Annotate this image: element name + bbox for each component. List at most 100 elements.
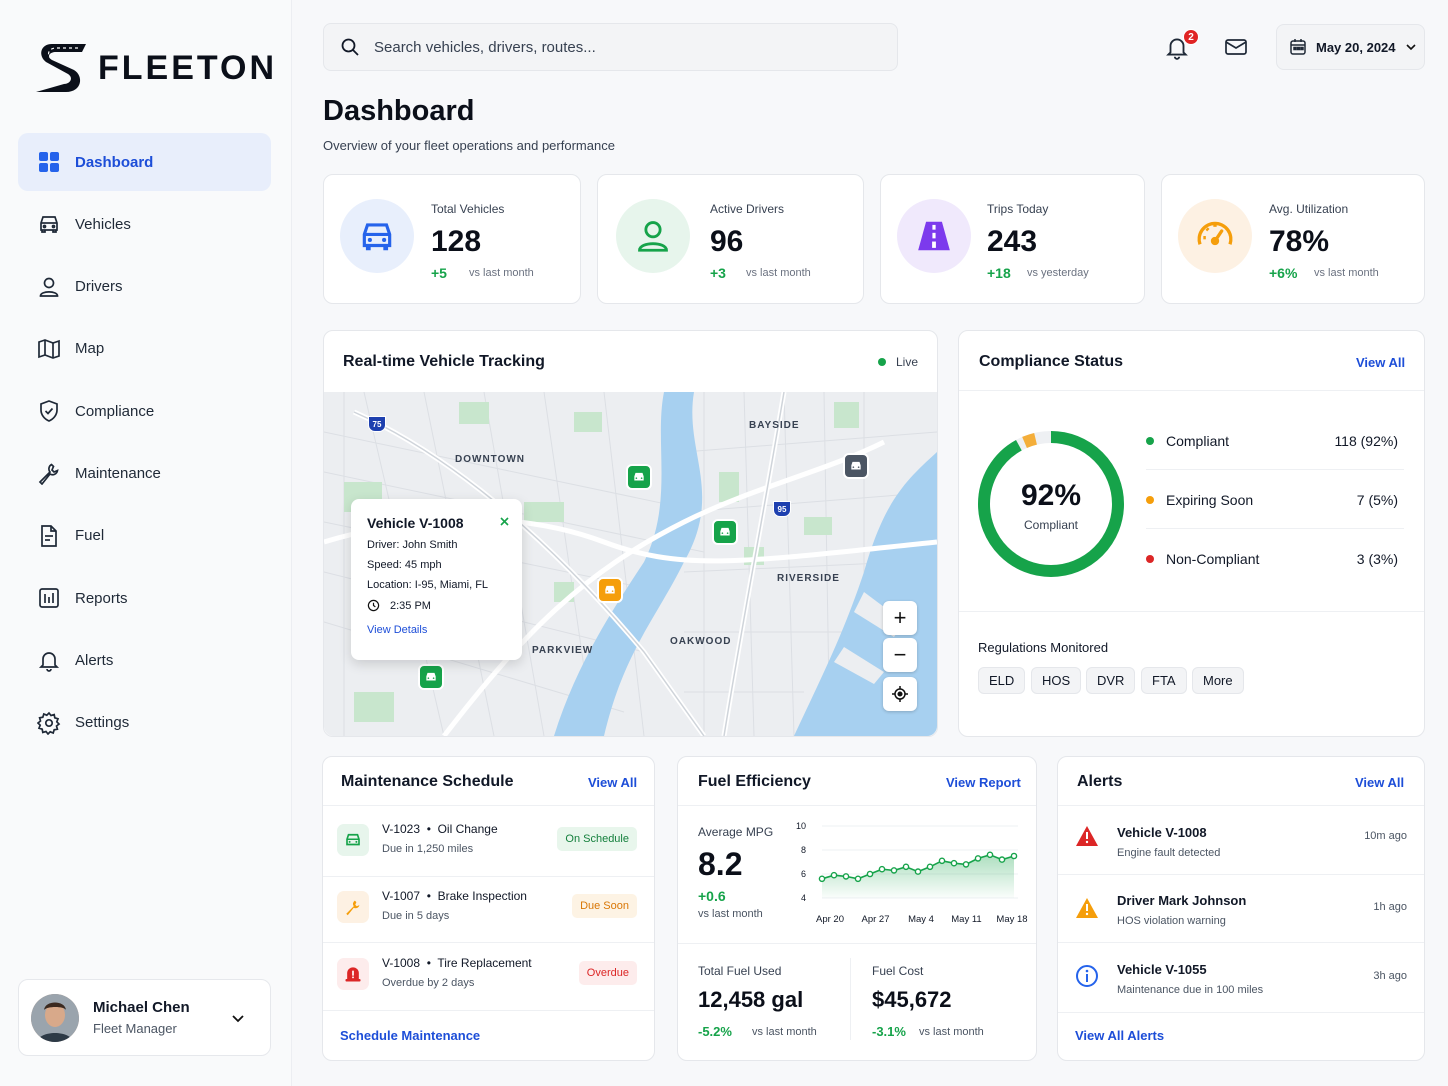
- alert-time: 1h ago: [1373, 901, 1407, 913]
- compliance-donut-chart: [978, 431, 1124, 577]
- status-badge: On Schedule: [557, 827, 637, 851]
- regulation-more-chip[interactable]: More: [1192, 667, 1244, 694]
- fuel-cost-delta: -3.1%: [872, 1024, 906, 1039]
- maintenance-view-all-link[interactable]: View All: [588, 775, 638, 790]
- sidebar-item-vehicles[interactable]: Vehicles: [18, 195, 271, 253]
- road-icon: [918, 221, 950, 251]
- sidebar-item-label: Compliance: [75, 402, 155, 420]
- compliance-title: Compliance Status: [979, 353, 1124, 370]
- notification-bell-icon[interactable]: [1164, 34, 1190, 60]
- brand-logo[interactable]: FLEETON: [34, 40, 277, 96]
- sidebar-item-maintenance[interactable]: Maintenance: [18, 444, 271, 502]
- fuel-cost-value: $45,672: [872, 987, 952, 1012]
- stat-delta: +18: [987, 265, 1011, 281]
- chart-point: [842, 873, 850, 880]
- fuel-title: Fuel Efficiency: [698, 773, 811, 790]
- search-bar[interactable]: [323, 23, 898, 71]
- popup-view-details-link[interactable]: View Details: [367, 624, 428, 636]
- regulation-chip[interactable]: ELD: [978, 667, 1026, 694]
- avg-mpg-value: 8.2: [698, 846, 743, 882]
- maintenance-row[interactable]: V-1023 • Oil Change Due in 1,250 miles O…: [337, 812, 639, 878]
- sidebar-item-label: Maintenance: [75, 464, 161, 482]
- sidebar-item-compliance[interactable]: Compliance: [18, 382, 271, 440]
- view-all-alerts-link[interactable]: View All Alerts: [1075, 1028, 1165, 1043]
- maintenance-vehicle: V-1008: [382, 956, 421, 970]
- chart-y-tick: 6: [801, 869, 806, 879]
- chart-point: [1010, 852, 1018, 860]
- user-profile-card[interactable]: Michael Chen Fleet Manager: [18, 979, 271, 1056]
- sidebar-item-label: Drivers: [75, 278, 123, 296]
- sidebar-item-settings[interactable]: Settings: [18, 694, 271, 752]
- chart-point: [866, 870, 874, 878]
- stat-card-total-vehicles[interactable]: Total Vehicles 128 +5 vs last month: [323, 174, 581, 304]
- vehicle-marker-selected[interactable]: [418, 664, 444, 690]
- vehicle-marker-green[interactable]: [712, 519, 738, 545]
- stat-icon-circle: [616, 199, 690, 273]
- bell-icon: [38, 652, 60, 673]
- chart-point: [974, 855, 982, 862]
- chart-point: [914, 868, 922, 875]
- sidebar-item-drivers[interactable]: Drivers: [18, 258, 271, 316]
- regulation-chip[interactable]: HOS: [1031, 667, 1082, 694]
- close-icon[interactable]: [500, 517, 509, 526]
- vehicle-marker-gray[interactable]: [843, 453, 869, 479]
- sidebar-item-map[interactable]: Map: [18, 320, 271, 378]
- chart-y-tick: 8: [801, 845, 806, 855]
- sidebar-nav: Dashboard Vehicles Drivers Map Complianc…: [18, 133, 271, 756]
- alerts-view-all-link[interactable]: View All: [1355, 775, 1405, 790]
- stat-icon-circle: [1178, 199, 1252, 273]
- sidebar-item-label: Dashboard: [75, 153, 154, 171]
- fuel-cost-compare: vs last month: [919, 1026, 984, 1038]
- legend-dot: [1146, 436, 1154, 445]
- stat-value: 128: [431, 225, 482, 258]
- avg-mpg-label: Average MPG: [698, 825, 774, 839]
- chart-point: [878, 865, 886, 873]
- stat-card-avg-utilization[interactable]: Avg. Utilization 78% +6% vs last month: [1161, 174, 1425, 304]
- stat-card-active-drivers[interactable]: Active Drivers 96 +3 vs last month: [597, 174, 864, 304]
- mail-icon[interactable]: [1224, 35, 1248, 59]
- status-badge: Overdue: [578, 961, 637, 985]
- sidebar-item-reports[interactable]: Reports: [18, 569, 271, 627]
- alert-row[interactable]: Vehicle V-1008 Engine fault detected 10m…: [1073, 815, 1407, 883]
- chart-x-tick: Apr 20: [816, 914, 844, 925]
- vehicle-marker-green[interactable]: [626, 464, 652, 490]
- maintenance-row[interactable]: V-1008 • Tire Replacement Overdue by 2 d…: [337, 946, 639, 1012]
- chevron-down-icon[interactable]: [230, 1010, 246, 1026]
- user-name: Michael Chen: [93, 999, 190, 1016]
- regulation-chip[interactable]: DVR: [1086, 667, 1136, 694]
- search-input[interactable]: [374, 38, 854, 56]
- sidebar-item-alerts[interactable]: Alerts: [18, 631, 271, 689]
- wrench-icon: [346, 900, 360, 916]
- zoom-in-button[interactable]: +: [883, 601, 917, 635]
- chart-point: [830, 871, 838, 879]
- user-icon: [39, 277, 59, 297]
- schedule-maintenance-link[interactable]: Schedule Maintenance: [340, 1028, 481, 1043]
- alert-time: 10m ago: [1364, 830, 1407, 842]
- chart-point: [998, 856, 1006, 863]
- info-icon: [1076, 965, 1098, 987]
- compliance-row-expiring: Expiring Soon 7 (5%): [1146, 471, 1404, 529]
- legend-dot: [1146, 495, 1154, 504]
- alert-row[interactable]: Driver Mark Johnson HOS violation warnin…: [1073, 883, 1407, 951]
- locate-button[interactable]: [883, 677, 917, 711]
- alert-title: Driver Mark Johnson: [1117, 893, 1247, 908]
- sidebar-item-fuel[interactable]: Fuel: [18, 507, 271, 565]
- chart-point: [902, 863, 910, 871]
- date-picker-button[interactable]: May 20, 2024: [1276, 24, 1425, 70]
- stat-card-trips-today[interactable]: Trips Today 243 +18 vs yesterday: [880, 174, 1145, 304]
- maintenance-row[interactable]: V-1007 • Brake Inspection Due in 5 days …: [337, 879, 639, 945]
- popup-location: Location: I-95, Miami, FL: [367, 579, 489, 591]
- alert-sub: Maintenance due in 100 miles: [1117, 984, 1264, 996]
- sidebar-item-dashboard[interactable]: Dashboard: [18, 133, 271, 191]
- maintenance-icon: [337, 824, 369, 856]
- avatar: [31, 993, 79, 1042]
- popup-speed: Speed: 45 mph: [367, 559, 442, 571]
- maintenance-task: Brake Inspection: [437, 889, 527, 903]
- maintenance-sub: Due in 5 days: [382, 910, 450, 922]
- alert-row[interactable]: Vehicle V-1055 Maintenance due in 100 mi…: [1073, 952, 1407, 1020]
- fuel-view-report-link[interactable]: View Report: [946, 775, 1021, 790]
- regulation-chip[interactable]: FTA: [1141, 667, 1187, 694]
- compliance-view-all-link[interactable]: View All: [1356, 355, 1406, 370]
- vehicle-marker-orange[interactable]: [597, 577, 623, 603]
- zoom-out-button[interactable]: −: [883, 638, 917, 672]
